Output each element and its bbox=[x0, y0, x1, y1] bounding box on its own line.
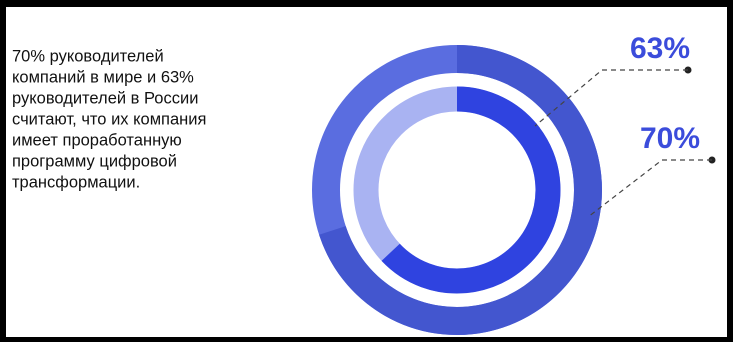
description-line: имеет проработанную bbox=[12, 131, 182, 149]
leader-lines bbox=[534, 69, 712, 218]
ring-arc bbox=[319, 45, 602, 335]
description-line: 70% руководителей bbox=[12, 47, 164, 65]
description-line: программу цифровой bbox=[12, 152, 177, 170]
value-label: 63% bbox=[630, 32, 690, 65]
leader-inner bbox=[534, 69, 688, 127]
description-line: трансформации. bbox=[12, 173, 140, 191]
value-label: 70% bbox=[640, 122, 700, 155]
leader-outer bbox=[587, 159, 712, 218]
description-line: считают, что их компания bbox=[12, 110, 206, 128]
description-line: компаний в мире и 63% bbox=[12, 68, 194, 86]
ring-arc bbox=[381, 86, 561, 294]
description-line: руководителей в России bbox=[12, 89, 198, 107]
